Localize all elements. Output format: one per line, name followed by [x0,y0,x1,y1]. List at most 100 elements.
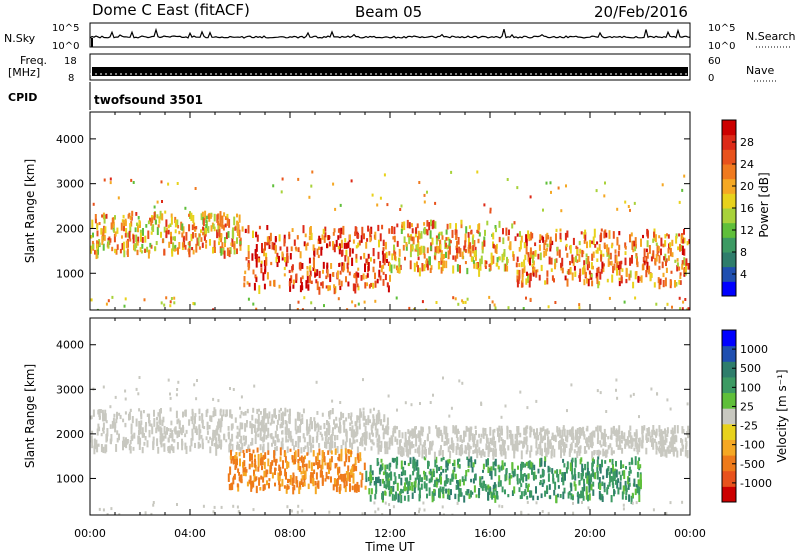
heatmap-cell [545,451,548,458]
heatmap-cell [213,213,216,222]
power-colorbar-segment [722,222,736,238]
heatmap-cell [378,269,381,278]
heatmap-cell [583,434,586,440]
nave-label: Nave [746,64,774,77]
heatmap-cell [588,478,591,487]
heatmap-cell [441,263,444,272]
heatmap-cell [238,472,241,476]
heatmap-cell [274,467,276,475]
heatmap-cell [438,427,441,435]
heatmap-cell [635,484,638,488]
heatmap-cell [539,234,542,241]
heatmap-cell [123,304,126,308]
heatmap-cell [235,452,238,456]
heatmap-cell [271,241,274,250]
heatmap-cell [195,243,198,253]
heatmap-cell [559,469,562,475]
heatmap-cell [259,421,262,426]
heatmap-cell [103,214,106,224]
heatmap-cell [299,466,302,472]
heatmap-cell [310,472,313,477]
heatmap-cell [577,472,580,479]
heatmap-cell [152,224,155,232]
heatmap-cell [462,479,465,486]
heatmap-cell [349,234,351,241]
heatmap-cell [317,480,320,489]
heatmap-cell [316,411,319,415]
heatmap-cell [532,270,535,277]
heatmap-cell [278,284,281,289]
heatmap-cell [110,434,113,442]
heatmap-cell [310,301,313,305]
heatmap-cell [652,508,655,512]
heatmap-cell [268,482,270,489]
heatmap-cell [137,236,140,243]
heatmap-cell [169,428,172,433]
heatmap-cell [544,490,547,497]
heatmap-cell [618,471,621,475]
heatmap-cell [362,273,365,280]
heatmap-cell [351,248,354,254]
heatmap-cell [434,459,437,468]
heatmap-cell [616,268,618,276]
heatmap-cell [656,392,658,396]
power-heatmap [90,170,690,310]
heatmap-cell [672,430,675,439]
heatmap-cell [217,225,220,233]
heatmap-cell [363,300,366,304]
heatmap-cell [604,442,607,447]
heatmap-cell [448,245,451,255]
heatmap-cell [350,415,352,421]
heatmap-cell [569,244,572,254]
heatmap-cell [150,244,153,249]
heatmap-cell [538,244,541,251]
heatmap-cell [546,243,549,248]
heatmap-cell [128,444,131,451]
heatmap-cell [607,466,610,472]
heatmap-cell [247,297,250,301]
heatmap-cell [655,254,658,262]
heatmap-cell [456,480,458,484]
heatmap-cell [261,457,264,466]
heatmap-cell [338,417,341,422]
heatmap-cell [384,274,387,281]
heatmap-cell [576,259,579,263]
heatmap-cell [436,433,439,438]
heatmap-cell [632,281,635,289]
heatmap-cell [547,442,550,451]
heatmap-cell [392,427,395,432]
heatmap-cell [686,450,689,459]
heatmap-cell [517,465,519,470]
power-ytick-label: 4000 [56,133,84,146]
heatmap-cell [367,262,370,271]
heatmap-cell [664,428,666,435]
heatmap-cell [147,250,150,259]
heatmap-cell [207,226,210,234]
heatmap-cell [473,240,476,247]
heatmap-cell [562,479,565,486]
heatmap-cell [628,482,631,487]
heatmap-cell [237,227,239,237]
heatmap-cell [227,426,230,431]
heatmap-cell [229,409,232,418]
heatmap-cell [412,470,415,476]
heatmap-cell [178,430,180,438]
heatmap-cell [169,300,172,304]
heatmap-cell [282,460,284,469]
heatmap-cell [198,433,201,441]
heatmap-cell [541,437,544,444]
heatmap-cell [260,260,263,264]
heatmap-cell [484,428,487,436]
heatmap-cell [432,491,435,497]
heatmap-cell [205,240,208,244]
heatmap-cell [184,244,187,250]
heatmap-cell [213,505,216,509]
heatmap-cell [379,479,382,487]
heatmap-cell [96,243,99,250]
heatmap-cell [596,389,599,393]
heatmap-cell [440,466,443,470]
heatmap-cell [488,264,491,268]
heatmap-cell [550,257,553,265]
freq-panel: Freq. [MHz] 18 8 60 0 Nave [8,53,776,84]
heatmap-cell [507,236,510,241]
